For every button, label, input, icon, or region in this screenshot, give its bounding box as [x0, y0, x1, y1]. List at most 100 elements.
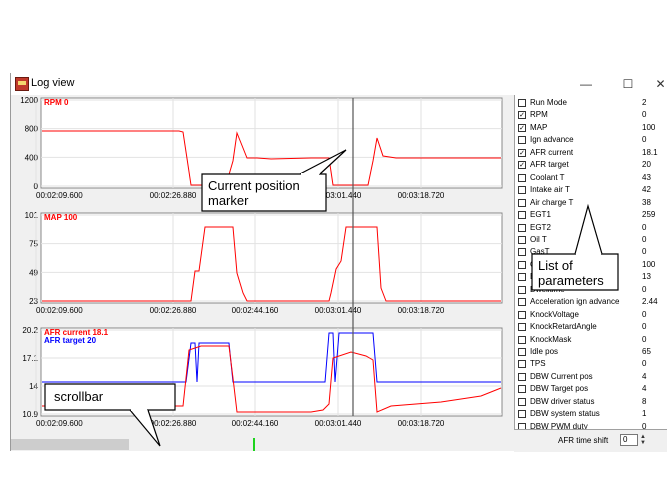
parameter-checkbox[interactable]: [518, 186, 526, 195]
horizontal-scrollbar[interactable]: [11, 438, 511, 451]
parameter-row[interactable]: Run Mode 2: [515, 97, 667, 110]
parameter-row[interactable]: Dwelltime 0: [515, 284, 667, 297]
afr-time-shift-row: AFR time shift 0 ▲ ▼: [514, 429, 667, 452]
parameter-row[interactable]: GasT 0: [515, 246, 667, 259]
parameter-name: KnockVoltage: [530, 309, 579, 319]
parameter-row[interactable]: KnockVoltage 0: [515, 309, 667, 322]
parameter-checkbox[interactable]: ✓: [518, 123, 526, 132]
afr-current-trace: [42, 345, 502, 413]
series-legend: AFR current 18.1: [44, 328, 109, 337]
parameter-value: 0: [642, 421, 647, 429]
rpm-trace: [42, 130, 501, 186]
parameter-checkbox[interactable]: [518, 260, 526, 269]
series-legend: MAP 100: [44, 213, 78, 222]
parameter-checkbox[interactable]: [518, 298, 526, 307]
parameter-row[interactable]: KnockMask 0: [515, 334, 667, 347]
parameter-name: AFR target: [530, 160, 569, 170]
parameter-value: 2.44: [642, 297, 658, 307]
scrollbar-thumb[interactable]: [11, 439, 129, 450]
close-button[interactable]: ✕: [655, 77, 666, 91]
maximize-button[interactable]: ☐: [622, 77, 634, 91]
minimize-button[interactable]: —: [580, 77, 592, 91]
plots-area[interactable]: 1200 800 400 0 00:02:09.600 00:02:26.880 00:02…: [11, 95, 511, 438]
spin-down-icon[interactable]: ▼: [640, 440, 646, 446]
parameter-row[interactable]: ✓ MAP 100: [515, 122, 667, 135]
parameter-name: Air charge T: [530, 197, 574, 207]
parameter-row[interactable]: Idle pos 65: [515, 346, 667, 359]
parameter-checkbox[interactable]: ✓: [518, 148, 526, 157]
x-tick-label: 00:03:18.720: [398, 191, 445, 200]
parameter-name: Acceleration ign advance: [530, 297, 620, 307]
parameter-list[interactable]: Run Mode 2 ✓ RPM 0 ✓ MAP 100 Ign advance 0 ✓ AFR cu…: [514, 95, 667, 429]
parameter-checkbox[interactable]: [518, 198, 526, 207]
parameter-checkbox[interactable]: [518, 99, 526, 107]
parameter-checkbox[interactable]: [518, 410, 526, 419]
parameter-checkbox[interactable]: [518, 385, 526, 394]
parameter-row[interactable]: DBW PWM duty 0: [515, 421, 667, 429]
parameter-row[interactable]: Ign advance 0: [515, 134, 667, 147]
parameter-row[interactable]: Coolant T 43: [515, 172, 667, 185]
y-tick-label: 17.1: [22, 354, 38, 363]
parameter-row[interactable]: ✓ AFR target 20: [515, 159, 667, 172]
log-charts[interactable]: 1200 800 400 0 00:02:09.600 00:02:26.880 00:02…: [11, 95, 511, 438]
parameter-row[interactable]: TPS 0: [515, 358, 667, 371]
series-value: 0: [64, 98, 69, 107]
parameter-row[interactable]: Acceleration ign advance 2.44: [515, 296, 667, 309]
parameter-checkbox[interactable]: [518, 335, 526, 344]
parameter-checkbox[interactable]: ✓: [518, 161, 526, 170]
parameter-checkbox[interactable]: [518, 310, 526, 319]
parameter-row[interactable]: Intake air T 42: [515, 184, 667, 197]
parameter-value: 0: [642, 359, 647, 369]
parameter-checkbox[interactable]: [518, 248, 526, 257]
x-tick-label: 00:02:26.880: [150, 306, 197, 315]
x-tick-label: 00:03:18.720: [398, 419, 445, 428]
parameter-row[interactable]: EGT1 259: [515, 209, 667, 222]
parameter-checkbox[interactable]: [518, 348, 526, 356]
y-tick-label: 101: [25, 211, 39, 220]
parameter-name: Intake air T: [530, 185, 570, 195]
parameter-row[interactable]: DBW system status 1: [515, 408, 667, 421]
parameter-row[interactable]: Oil T 0: [515, 234, 667, 247]
parameter-name: DBW system status: [530, 409, 600, 419]
parameter-checkbox[interactable]: [518, 136, 526, 145]
parameter-checkbox[interactable]: [518, 173, 526, 182]
parameter-checkbox[interactable]: [518, 397, 526, 406]
parameter-checkbox[interactable]: [518, 235, 526, 244]
parameter-row[interactable]: ✓ AFR current 18.1: [515, 147, 667, 160]
parameter-row[interactable]: DBW Target pos 4: [515, 383, 667, 396]
parameter-row[interactable]: O 100: [515, 259, 667, 272]
x-tick-label: 00:02:44.160: [232, 306, 279, 315]
series-name: AFR target: [44, 336, 85, 345]
parameter-checkbox[interactable]: [518, 323, 526, 332]
parameter-checkbox[interactable]: [518, 360, 526, 369]
parameter-value: 2: [642, 98, 647, 107]
parameter-name: Dwelltime: [530, 284, 565, 294]
parameter-checkbox[interactable]: [518, 211, 526, 220]
parameter-value: 4: [642, 371, 647, 381]
afr-time-shift-input[interactable]: 0: [620, 434, 638, 446]
parameter-row[interactable]: ✓ RPM 0: [515, 109, 667, 122]
parameter-checkbox[interactable]: [518, 285, 526, 294]
afr-time-shift-spinner[interactable]: ▲ ▼: [639, 434, 647, 446]
parameter-value: 4: [642, 384, 647, 394]
parameter-row[interactable]: DBW Current pos 4: [515, 371, 667, 384]
chart-pane: 20.2 17.1 14 10.900:02:09.600 00:02:26.880 00…: [22, 326, 503, 428]
title-bar[interactable]: Log view — ☐ ✕: [11, 73, 667, 95]
series-value: 100: [64, 213, 78, 222]
spin-up-icon[interactable]: ▲: [640, 434, 646, 440]
app-icon: [15, 77, 29, 91]
parameter-value: 18.1: [642, 147, 658, 157]
parameter-checkbox[interactable]: [518, 273, 526, 282]
parameter-row[interactable]: KnockRetardAngle 0: [515, 321, 667, 334]
plot-frame: [40, 97, 503, 189]
parameter-checkbox[interactable]: ✓: [518, 111, 526, 120]
parameter-row[interactable]: EGT2 0: [515, 222, 667, 235]
parameter-row[interactable]: DBW driver status 8: [515, 396, 667, 409]
parameter-checkbox[interactable]: [518, 422, 526, 429]
parameter-name: DBW Target pos: [530, 384, 589, 394]
parameter-row[interactable]: B 13: [515, 271, 667, 284]
parameter-checkbox[interactable]: [518, 223, 526, 232]
chart-pane: 1200 800 400 0 00:02:09.600 00:02:26.880 00:02…: [20, 96, 503, 200]
parameter-row[interactable]: Air charge T 38: [515, 197, 667, 210]
parameter-checkbox[interactable]: [518, 372, 526, 381]
